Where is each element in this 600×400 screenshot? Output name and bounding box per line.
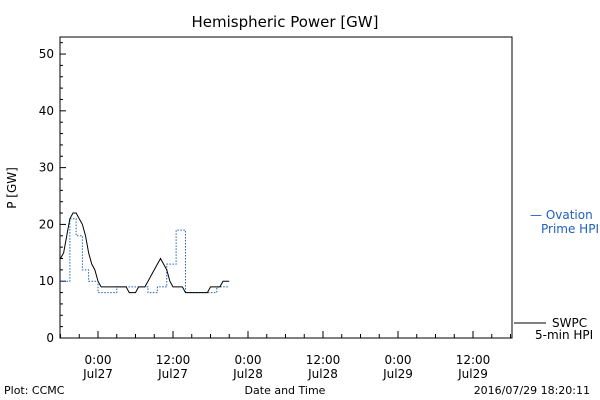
plot-frame	[59, 36, 513, 339]
legend-ovation-line2: Prime HPI	[541, 222, 599, 236]
x-tick-date-2: Jul28	[232, 367, 263, 381]
x-tick-time-0: 0:00	[85, 353, 112, 367]
series-line-ovation	[60, 218, 230, 294]
legend-ovation-line1: — Ovation	[530, 208, 593, 222]
footer-timestamp: 2016/07/29 18:20:11	[474, 384, 590, 397]
y-tick-label-0: 0	[46, 331, 54, 345]
x-tick-date-5: Jul29	[457, 367, 488, 381]
y-tick-label-10: 10	[39, 274, 54, 288]
legend-swpc-line2: 5-min HPI	[535, 328, 593, 342]
series-line-swpc	[60, 212, 230, 294]
x-tick-date-3: Jul28	[307, 367, 338, 381]
y-tick-label-50: 50	[39, 47, 54, 61]
series-layer	[60, 212, 230, 294]
chart-title: Hemispheric Power [GW]	[192, 13, 379, 31]
x-tick-time-1: 12:00	[156, 353, 191, 367]
x-tick-time-2: 0:00	[235, 353, 262, 367]
x-tick-time-5: 12:00	[456, 353, 491, 367]
x-tick-time-4: 0:00	[385, 353, 412, 367]
y-tick-label-20: 20	[39, 217, 54, 231]
x-tick-date-0: Jul27	[82, 367, 113, 381]
y-tick-label-40: 40	[39, 104, 54, 118]
x-axis-ticks: 0:00Jul2712:00Jul270:00Jul2812:00Jul280:…	[60, 331, 511, 381]
x-axis-label: Date and Time	[245, 384, 326, 397]
y-tick-label-30: 30	[39, 161, 54, 175]
x-tick-date-1: Jul27	[157, 367, 188, 381]
x-tick-time-3: 12:00	[306, 353, 341, 367]
y-axis-label: P [GW]	[5, 167, 19, 209]
footer-plot-credit: Plot: CCMC	[4, 384, 65, 397]
y-axis-ticks: 0 10 20 30 40 50	[39, 42, 66, 345]
x-tick-date-4: Jul29	[382, 367, 413, 381]
legend-swpc-line1: SWPC	[552, 316, 587, 330]
